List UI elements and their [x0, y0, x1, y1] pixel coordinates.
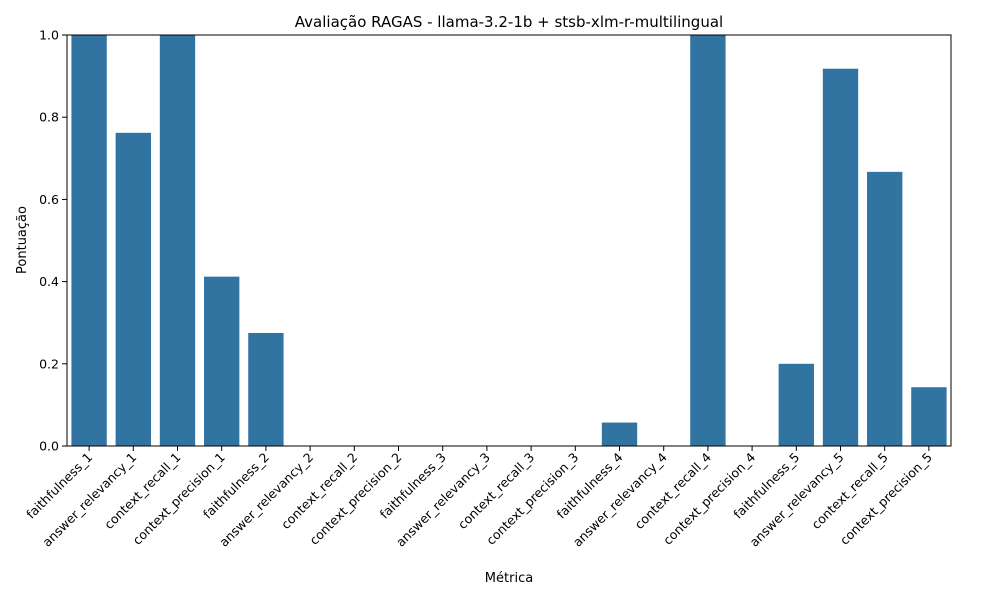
- x-axis: faithfulness_1answer_relevancy_1context_…: [23, 446, 935, 550]
- bar-context_precision_5: [911, 387, 947, 446]
- x-tick-label: context_recall_1: [101, 450, 183, 532]
- bar-context_precision_1: [204, 276, 240, 446]
- y-tick-label: 0.2: [39, 356, 59, 371]
- x-tick-label: context_recall_4: [632, 449, 714, 531]
- x-axis-label: Métrica: [485, 571, 533, 586]
- bar-context_recall_1: [159, 35, 196, 446]
- bar-faithfulness_5: [778, 363, 814, 446]
- bar-faithfulness_1: [71, 35, 107, 446]
- x-tick-label: context_recall_5: [808, 450, 890, 532]
- bar-context_recall_5: [867, 171, 903, 446]
- bar-faithfulness_2: [248, 332, 284, 446]
- y-axis: 0.0 0.2 0.4 0.6 0.8 1.0: [39, 28, 67, 454]
- y-tick-label: 0.8: [39, 110, 59, 125]
- y-tick-label: 0.0: [39, 439, 59, 454]
- x-tick-label: context_recall_2: [278, 450, 360, 532]
- bar-faithfulness_4: [601, 422, 638, 446]
- bars-group: [71, 35, 947, 447]
- bar-answer_relevancy_5: [822, 68, 859, 447]
- plot-frame: [66, 34, 952, 447]
- x-tick-label: context_recall_3: [455, 450, 537, 532]
- bar-context_recall_4: [690, 35, 726, 446]
- y-tick-label: 0.6: [39, 192, 59, 207]
- bar-answer_relevancy_1: [115, 132, 151, 446]
- y-tick-label: 0.4: [39, 274, 59, 289]
- chart-title: Avaliação RAGAS - llama-3.2-1b + stsb-xl…: [295, 13, 723, 31]
- y-axis-label: Pontuação: [15, 206, 30, 274]
- y-tick-label: 1.0: [39, 28, 59, 43]
